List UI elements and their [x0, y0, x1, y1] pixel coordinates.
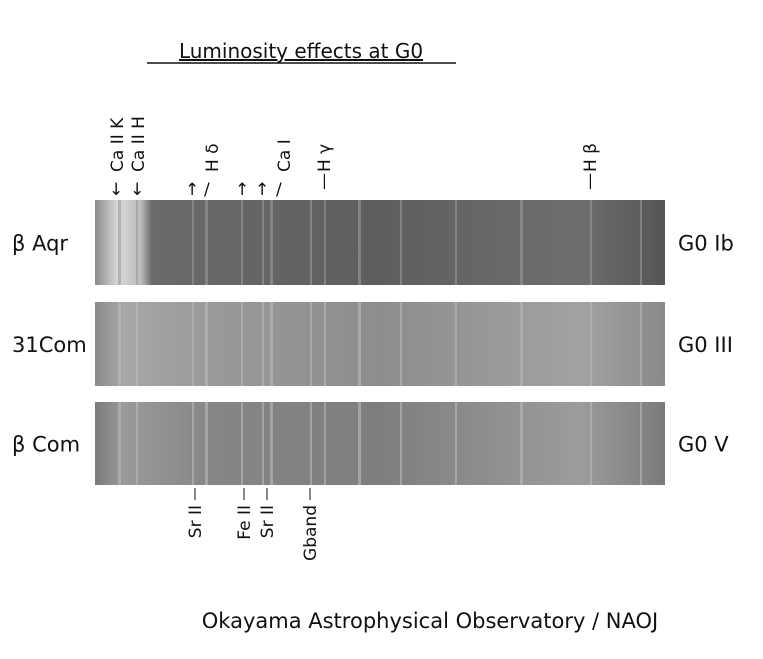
- line-label: Ca I: [275, 139, 295, 172]
- spectral-line: [262, 402, 264, 485]
- spectral-line: [118, 402, 121, 485]
- spectral-line: [136, 402, 138, 485]
- spectral-line: [241, 302, 243, 386]
- marker: ↓: [109, 180, 123, 200]
- star-name: 31Com: [12, 333, 87, 357]
- spectral-line: [241, 402, 243, 485]
- spectral-line: [590, 200, 592, 285]
- spectral-line: [590, 402, 592, 485]
- spectral-line: [310, 200, 312, 285]
- star-name: β Aqr: [12, 232, 68, 256]
- line-label: H δ: [203, 143, 223, 172]
- spectral-line: [520, 200, 523, 285]
- spectral-line: [590, 302, 592, 386]
- spectral-line: [520, 402, 523, 485]
- spectral-line: [118, 200, 121, 285]
- spectral-line: [324, 302, 326, 386]
- marker: /: [276, 180, 282, 200]
- spectral-line: [358, 302, 361, 386]
- spectrum: [95, 402, 665, 485]
- spectral-line: [270, 200, 273, 285]
- spectral-line: [270, 402, 273, 485]
- marker: /: [204, 180, 210, 200]
- line-label: Gband: [301, 505, 321, 561]
- marker: ↓: [130, 180, 144, 200]
- spectral-line: [640, 200, 642, 285]
- spectral-line: [310, 402, 312, 485]
- spectral-line: [400, 302, 402, 386]
- spectral-line: [455, 302, 457, 386]
- spectral-class: G0 V: [678, 433, 729, 457]
- spectral-line: [136, 200, 138, 285]
- spectral-line: [358, 200, 361, 285]
- spectral-line: [324, 200, 326, 285]
- spectral-line: [205, 200, 208, 285]
- spectral-class: G0 III: [678, 333, 733, 357]
- spectral-line: [205, 302, 208, 386]
- spectral-line: [192, 200, 194, 285]
- marker: ↑: [235, 180, 249, 200]
- spectrum: [95, 302, 665, 386]
- spectral-line: [205, 402, 208, 485]
- marker: —: [314, 173, 334, 190]
- spectral-line: [520, 302, 523, 386]
- marker: —: [580, 173, 600, 190]
- spectral-line: [640, 302, 642, 386]
- marker: ↑: [255, 180, 269, 200]
- title: Luminosity effects at G0: [179, 39, 423, 63]
- line-label: Ca II H: [129, 116, 149, 172]
- line-label: Sr II: [258, 505, 278, 538]
- spectral-line: [241, 200, 243, 285]
- line-label: Sr II: [186, 505, 206, 538]
- marker: ↑: [185, 180, 199, 200]
- spectral-line: [192, 302, 194, 386]
- line-label: Ca II K: [108, 117, 128, 172]
- spectral-line: [455, 402, 457, 485]
- spectral-line: [136, 302, 138, 386]
- spectral-line: [640, 402, 642, 485]
- spectral-line: [262, 200, 264, 285]
- spectral-line: [118, 302, 121, 386]
- spectral-line: [270, 302, 273, 386]
- spectral-line: [400, 402, 402, 485]
- spectral-line: [358, 402, 361, 485]
- spectral-line: [262, 302, 264, 386]
- star-name: β Com: [12, 433, 80, 457]
- spectral-line: [400, 200, 402, 285]
- line-label: H β: [581, 143, 601, 172]
- line-label: H γ: [315, 144, 335, 172]
- spectral-line: [310, 302, 312, 386]
- line-label: Fe II: [235, 505, 255, 540]
- spectral-class: G0 Ib: [678, 232, 734, 256]
- spectrum: [95, 200, 665, 285]
- spectral-line: [192, 402, 194, 485]
- credit: Okayama Astrophysical Observatory / NAOJ: [202, 609, 658, 633]
- spectral-line: [455, 200, 457, 285]
- spectral-line: [324, 402, 326, 485]
